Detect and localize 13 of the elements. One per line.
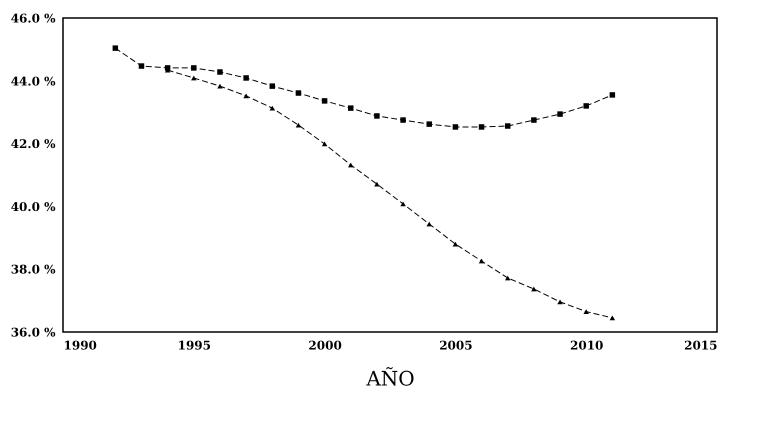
x-tick-label: 2010 — [570, 338, 604, 352]
y-tick-label: 36.0 % — [10, 326, 56, 340]
y-tick-label: 38.0 % — [10, 262, 56, 277]
y-tick-label: 44.0 % — [10, 74, 56, 88]
x-tick-label: 2000 — [308, 338, 342, 352]
x-tick-label: 1995 — [178, 338, 212, 352]
y-tick-label: 46.0 % — [10, 12, 56, 26]
x-axis-title: AÑO — [365, 366, 415, 390]
y-tick-label: 42.0 % — [10, 137, 56, 152]
y-tick-label: 40.0 % — [10, 200, 56, 214]
x-tick-label: 1990 — [64, 338, 97, 352]
x-tick-label: 2005 — [439, 338, 473, 352]
x-tick-label: 2015 — [684, 338, 718, 352]
